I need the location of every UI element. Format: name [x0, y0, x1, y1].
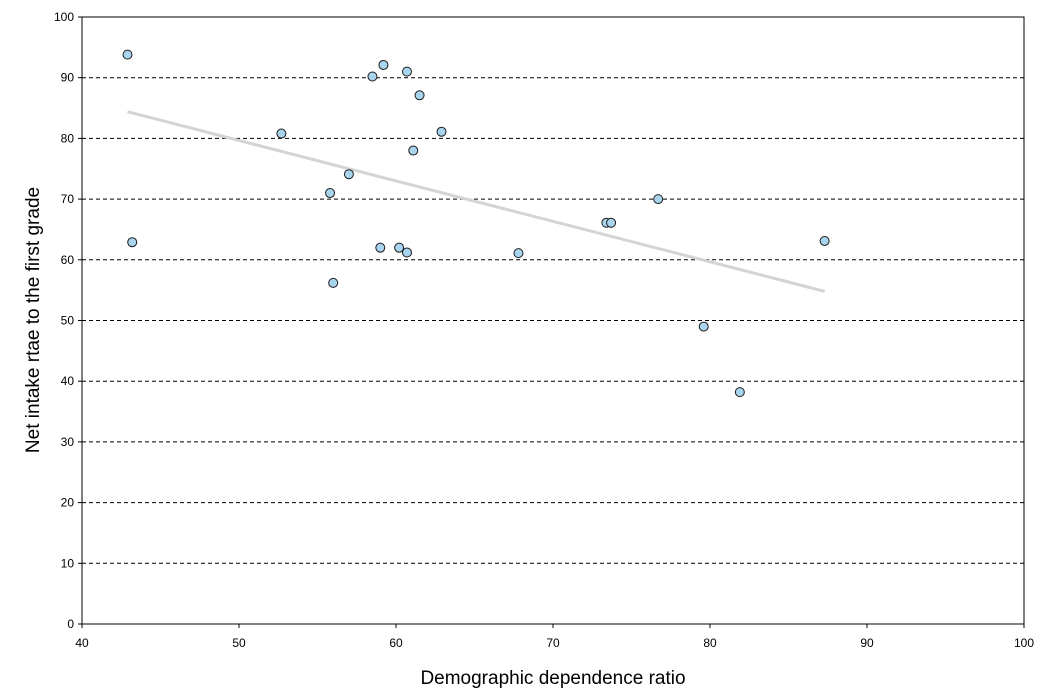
- data-point: [653, 194, 664, 205]
- x-tick-label: 70: [546, 636, 560, 650]
- data-point: [408, 145, 419, 156]
- gridlines: [82, 77, 1024, 564]
- x-tick-label: 90: [860, 636, 874, 650]
- y-tick-label: 100: [54, 10, 74, 24]
- data-point: [734, 387, 745, 398]
- trendline-layer: [127, 110, 825, 293]
- data-point: [343, 169, 354, 180]
- data-point: [375, 242, 386, 253]
- data-point: [378, 59, 389, 70]
- x-tick-label: 60: [389, 636, 403, 650]
- data-point: [819, 235, 830, 246]
- data-points: [122, 49, 830, 398]
- y-tick-label: 0: [67, 617, 74, 631]
- data-point: [325, 188, 336, 199]
- data-point: [401, 66, 412, 77]
- data-point: [698, 321, 709, 332]
- data-point: [328, 277, 339, 288]
- y-tick-label: 10: [61, 556, 75, 570]
- y-tick-label: 50: [61, 314, 75, 328]
- y-axis-ticks: 0 10 20 30 40 50 60 70 80 90 100: [54, 10, 82, 631]
- x-axis-title: Demographic dependence ratio: [420, 668, 685, 689]
- x-axis-ticks: 40 50 60 70 80 90 100: [75, 624, 1034, 650]
- x-tick-label: 40: [75, 636, 89, 650]
- data-point: [606, 217, 617, 228]
- data-point: [122, 49, 133, 60]
- data-point: [394, 242, 405, 253]
- y-tick-label: 20: [61, 496, 75, 510]
- y-tick-label: 80: [61, 131, 75, 145]
- y-tick-label: 60: [61, 253, 75, 267]
- data-point: [127, 237, 138, 248]
- data-point: [367, 71, 378, 82]
- y-tick-label: 40: [61, 374, 75, 388]
- x-tick-label: 50: [232, 636, 246, 650]
- x-tick-label: 80: [703, 636, 717, 650]
- trendline: [127, 110, 825, 293]
- data-point: [513, 248, 524, 259]
- y-tick-label: 90: [61, 71, 75, 85]
- y-tick-label: 30: [61, 435, 75, 449]
- x-tick-label: 100: [1014, 636, 1034, 650]
- data-point: [276, 128, 287, 139]
- y-axis-title: Net intake rtae to the first grade: [23, 187, 44, 453]
- data-point: [401, 247, 412, 258]
- data-point: [414, 90, 425, 101]
- data-point: [436, 126, 447, 137]
- y-tick-label: 70: [61, 192, 75, 206]
